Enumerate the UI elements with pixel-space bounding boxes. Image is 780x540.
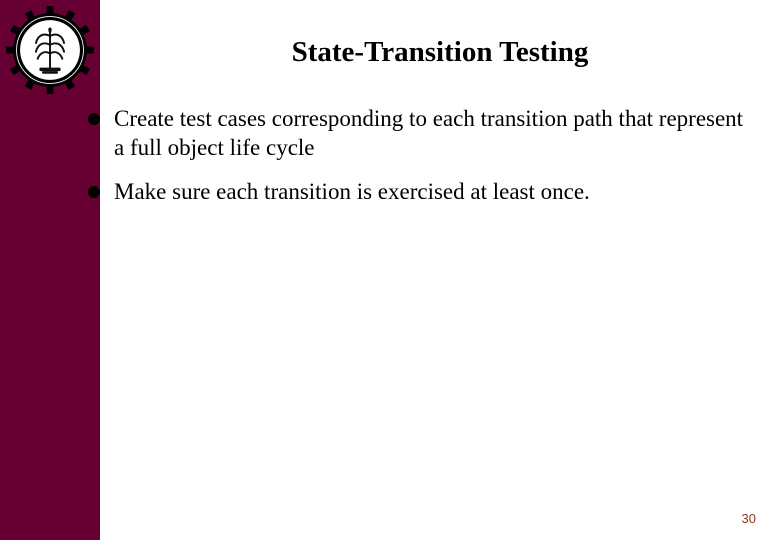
bullet-text: Make sure each transition is exercised a… <box>114 177 756 206</box>
university-logo <box>6 6 94 94</box>
bullet-list: Create test cases corresponding to each … <box>88 104 756 220</box>
slide: State-Transition Testing Create test cas… <box>0 0 780 540</box>
bullet-icon <box>88 113 100 125</box>
bullet-icon <box>88 186 100 198</box>
bullet-text: Create test cases corresponding to each … <box>114 104 756 163</box>
list-item: Make sure each transition is exercised a… <box>88 177 756 206</box>
slide-title: State-Transition Testing <box>100 36 780 69</box>
list-item: Create test cases corresponding to each … <box>88 104 756 163</box>
page-number: 30 <box>742 511 756 526</box>
